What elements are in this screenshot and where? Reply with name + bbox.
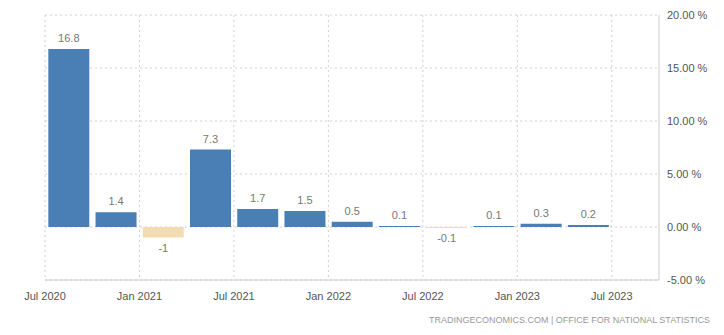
- svg-text:5.00 %: 5.00 %: [667, 168, 701, 180]
- svg-text:1.5: 1.5: [297, 194, 312, 206]
- svg-text:15.00 %: 15.00 %: [667, 62, 708, 74]
- svg-text:1.4: 1.4: [108, 195, 123, 207]
- svg-text:20.00 %: 20.00 %: [667, 9, 708, 21]
- svg-text:0.1: 0.1: [486, 209, 501, 221]
- svg-text:0.5: 0.5: [345, 205, 360, 217]
- svg-text:Jul 2021: Jul 2021: [213, 290, 255, 302]
- svg-text:Jan 2021: Jan 2021: [117, 290, 162, 302]
- svg-text:Jul 2022: Jul 2022: [402, 290, 444, 302]
- svg-text:0.2: 0.2: [581, 208, 596, 220]
- svg-text:1.7: 1.7: [250, 192, 265, 204]
- svg-text:Jul 2020: Jul 2020: [24, 290, 66, 302]
- svg-text:16.8: 16.8: [58, 32, 79, 44]
- svg-text:-5.00 %: -5.00 %: [667, 274, 705, 286]
- html-text:TRADINGECONOMICS.COM | OFFICE: TRADINGECONOMICS.COM | OFFICE FOR NATION…: [429, 315, 710, 325]
- svg-text:-0.1: -0.1: [437, 232, 456, 244]
- svg-text:10.00 %: 10.00 %: [667, 115, 708, 127]
- svg-text:Jul 2023: Jul 2023: [591, 290, 633, 302]
- svg-text:0.3: 0.3: [533, 207, 548, 219]
- svg-text:0.00 %: 0.00 %: [667, 221, 701, 233]
- svg-text:0.1: 0.1: [392, 209, 407, 221]
- svg-text:Jan 2022: Jan 2022: [306, 290, 351, 302]
- svg-text:-1: -1: [158, 242, 168, 254]
- svg-text:7.3: 7.3: [203, 133, 218, 145]
- svg-text:Jan 2023: Jan 2023: [495, 290, 540, 302]
